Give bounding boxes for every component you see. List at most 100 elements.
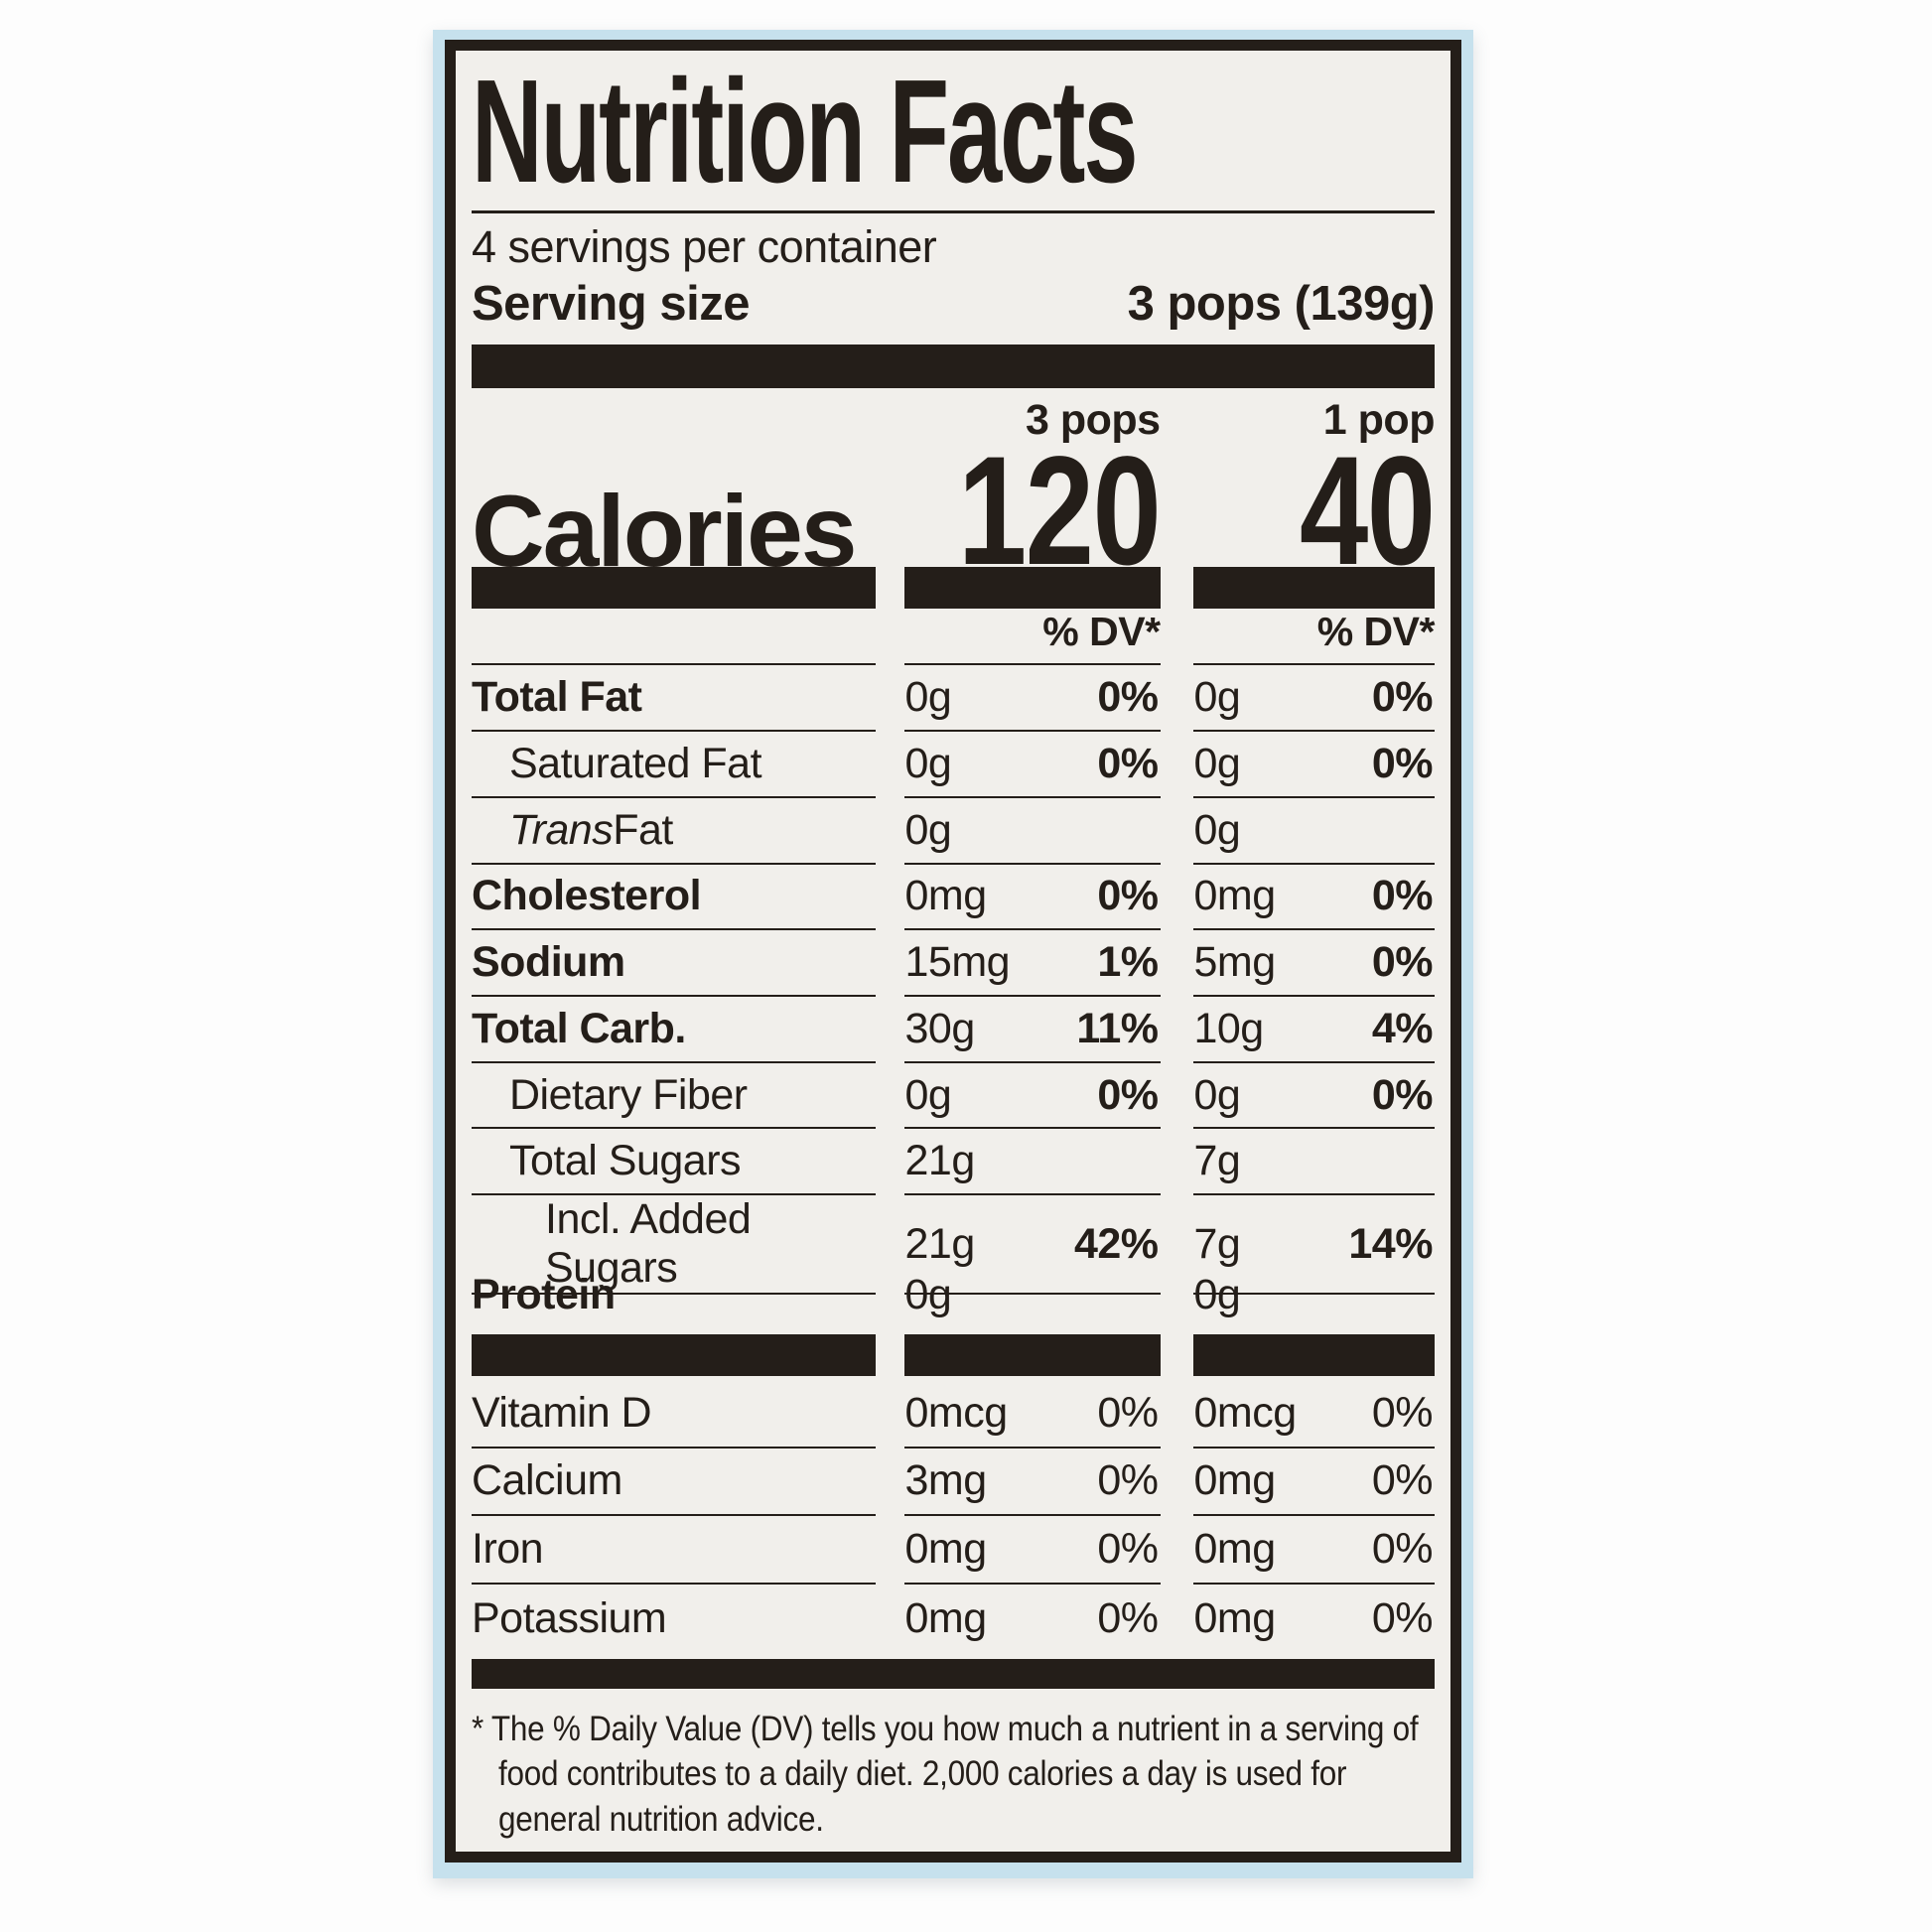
- label-title: Nutrition Facts: [472, 50, 1139, 213]
- amount-1pop: 0g: [1193, 673, 1241, 722]
- dv-3pops: 42%: [1073, 1219, 1159, 1268]
- amount-3pops: 0g: [904, 739, 952, 787]
- nutrient-name: Total Sugars: [509, 1137, 742, 1185]
- segmented-divider-bar: [472, 566, 1435, 609]
- dv-1pop: 0%: [1371, 1593, 1434, 1642]
- nutrient-name: Fat: [613, 805, 673, 854]
- dv-3pops: 11%: [1076, 1004, 1159, 1052]
- nutrient-name: Vitamin D: [472, 1388, 652, 1437]
- micronutrient-row-potassium: Potassium 0mg 0% 0mg 0%: [472, 1585, 1435, 1653]
- servings-per-container: 4 servings per container: [472, 221, 937, 273]
- dv-1pop: 0%: [1371, 739, 1434, 787]
- amount-3pops: 0g: [904, 805, 952, 854]
- nutrient-name-italic: Trans: [509, 805, 614, 854]
- nutrient-name: Sodium: [472, 938, 625, 987]
- amount-1pop: 0g: [1193, 739, 1241, 787]
- column-header-3pops: 3 pops: [1025, 395, 1161, 444]
- package-edge: Nutrition Facts 4 servings per container…: [433, 30, 1473, 1878]
- amount-1pop: 0g: [1193, 1070, 1241, 1119]
- amount-3pops: 15mg: [904, 938, 1011, 987]
- nutrient-name: Cholesterol: [472, 872, 702, 920]
- dv-3pops: 0%: [1097, 872, 1159, 920]
- nutrient-name: Protein: [472, 1271, 616, 1319]
- dv-1pop: 14%: [1348, 1219, 1433, 1268]
- footnote: * The % Daily Value (DV) tells you how m…: [472, 1707, 1435, 1843]
- dv-3pops: 0%: [1097, 1070, 1159, 1119]
- dv-3pops: 0%: [1097, 1525, 1159, 1574]
- dv-3pops: 0%: [1097, 1388, 1159, 1437]
- nutrient-row-added-sugars: Incl. Added Sugars 21g 42% 7g 14%: [472, 1195, 1435, 1296]
- amount-1pop: 0mcg: [1193, 1388, 1297, 1437]
- amount-1pop: 0mg: [1193, 1525, 1276, 1574]
- nutrition-facts-label: Nutrition Facts 4 servings per container…: [445, 40, 1461, 1863]
- nutrient-name: Potassium: [472, 1593, 667, 1642]
- amount-1pop: 0g: [1193, 1271, 1241, 1319]
- dv-3pops: 0%: [1097, 673, 1159, 722]
- nutrient-name: Total Fat: [472, 673, 642, 722]
- amount-3pops: 0g: [904, 673, 952, 722]
- thin-divider: [472, 210, 1435, 214]
- amount-3pops: 21g: [904, 1219, 975, 1268]
- nutrient-row-protein: Protein 0g 0g: [472, 1262, 1435, 1328]
- nutrient-row-saturated-fat: Saturated Fat 0g 0% 0g 0%: [472, 732, 1435, 798]
- footnote-text: The % Daily Value (DV) tells you how muc…: [490, 1709, 1419, 1839]
- amount-3pops: 0g: [904, 1070, 952, 1119]
- amount-1pop: 0mg: [1193, 872, 1276, 920]
- dv-header-3pops: % DV*: [904, 609, 1161, 666]
- dv-1pop: 4%: [1371, 1004, 1434, 1052]
- dv-3pops: 1%: [1097, 938, 1159, 987]
- nutrient-row-sodium: Sodium 15mg 1% 5mg 0%: [472, 930, 1435, 997]
- serving-size-value: 3 pops (139g): [1127, 276, 1436, 331]
- dv-3pops: 0%: [1097, 739, 1159, 787]
- dv-3pops: 0%: [1097, 1456, 1159, 1505]
- dv-header-1pop: % DV*: [1193, 609, 1435, 666]
- column-headers-row: 3 pops 1 pop: [472, 395, 1436, 444]
- nutrient-name: Total Carb.: [472, 1004, 686, 1052]
- thick-divider-bar: [472, 344, 1435, 388]
- amount-1pop: 0mg: [1193, 1456, 1276, 1505]
- calories-value-1pop: 40: [1300, 424, 1436, 598]
- dv-1pop: 0%: [1371, 1070, 1434, 1119]
- nutrient-row-cholesterol: Cholesterol 0mg 0% 0mg 0%: [472, 865, 1435, 931]
- amount-1pop: 0g: [1193, 805, 1241, 854]
- amount-3pops: 3mg: [904, 1456, 987, 1505]
- nutrient-name: Dietary Fiber: [509, 1070, 748, 1119]
- dv-1pop: 0%: [1371, 673, 1434, 722]
- amount-3pops: 0g: [904, 1271, 952, 1319]
- serving-size-row: Serving size 3 pops (139g): [472, 273, 1436, 335]
- amount-1pop: 10g: [1193, 1004, 1264, 1052]
- nutrient-name: Incl. Added Sugars: [545, 1195, 752, 1293]
- amount-3pops: 0mg: [904, 1593, 987, 1642]
- amount-3pops: 0mg: [904, 872, 987, 920]
- column-header-1pop: 1 pop: [1322, 395, 1436, 444]
- amount-1pop: 7g: [1193, 1219, 1241, 1268]
- amount-3pops: 0mcg: [904, 1388, 1008, 1437]
- nutrient-row-trans-fat: Trans Fat 0g 0g: [472, 798, 1435, 865]
- micronutrient-row-calcium: Calcium 3mg 0% 0mg 0%: [472, 1449, 1435, 1517]
- amount-3pops: 30g: [904, 1004, 975, 1052]
- micronutrient-row-iron: Iron 0mg 0% 0mg 0%: [472, 1516, 1435, 1585]
- daily-value-header-row: % DV* % DV*: [472, 609, 1435, 666]
- dv-1pop: 0%: [1371, 1456, 1434, 1505]
- nutrient-row-total-fat: Total Fat 0g 0% 0g 0%: [472, 665, 1435, 733]
- nutrient-name: Saturated Fat: [509, 739, 762, 787]
- dv-1pop: 0%: [1371, 938, 1434, 987]
- amount-1pop: 0mg: [1193, 1593, 1276, 1642]
- amount-3pops: 0mg: [904, 1525, 987, 1574]
- nutrient-row-dietary-fiber: Dietary Fiber 0g 0% 0g 0%: [472, 1063, 1435, 1130]
- dv-1pop: 0%: [1371, 1525, 1434, 1574]
- amount-1pop: 7g: [1193, 1137, 1241, 1185]
- nutrient-row-total-sugars: Total Sugars 21g 7g: [472, 1129, 1435, 1196]
- footnote-marker: *: [472, 1709, 483, 1748]
- nutrient-name: Calcium: [472, 1456, 622, 1505]
- calories-value-3pops: 120: [958, 424, 1162, 598]
- segmented-divider-bar: [472, 1333, 1435, 1376]
- calories-label: Calories: [472, 475, 858, 589]
- nutrient-row-total-carb: Total Carb. 30g 11% 10g 4%: [472, 997, 1435, 1063]
- dv-1pop: 0%: [1371, 1388, 1434, 1437]
- nutrient-name: Iron: [472, 1525, 544, 1574]
- amount-3pops: 21g: [904, 1137, 975, 1185]
- dv-3pops: 0%: [1097, 1593, 1159, 1642]
- serving-size-label: Serving size: [472, 276, 750, 331]
